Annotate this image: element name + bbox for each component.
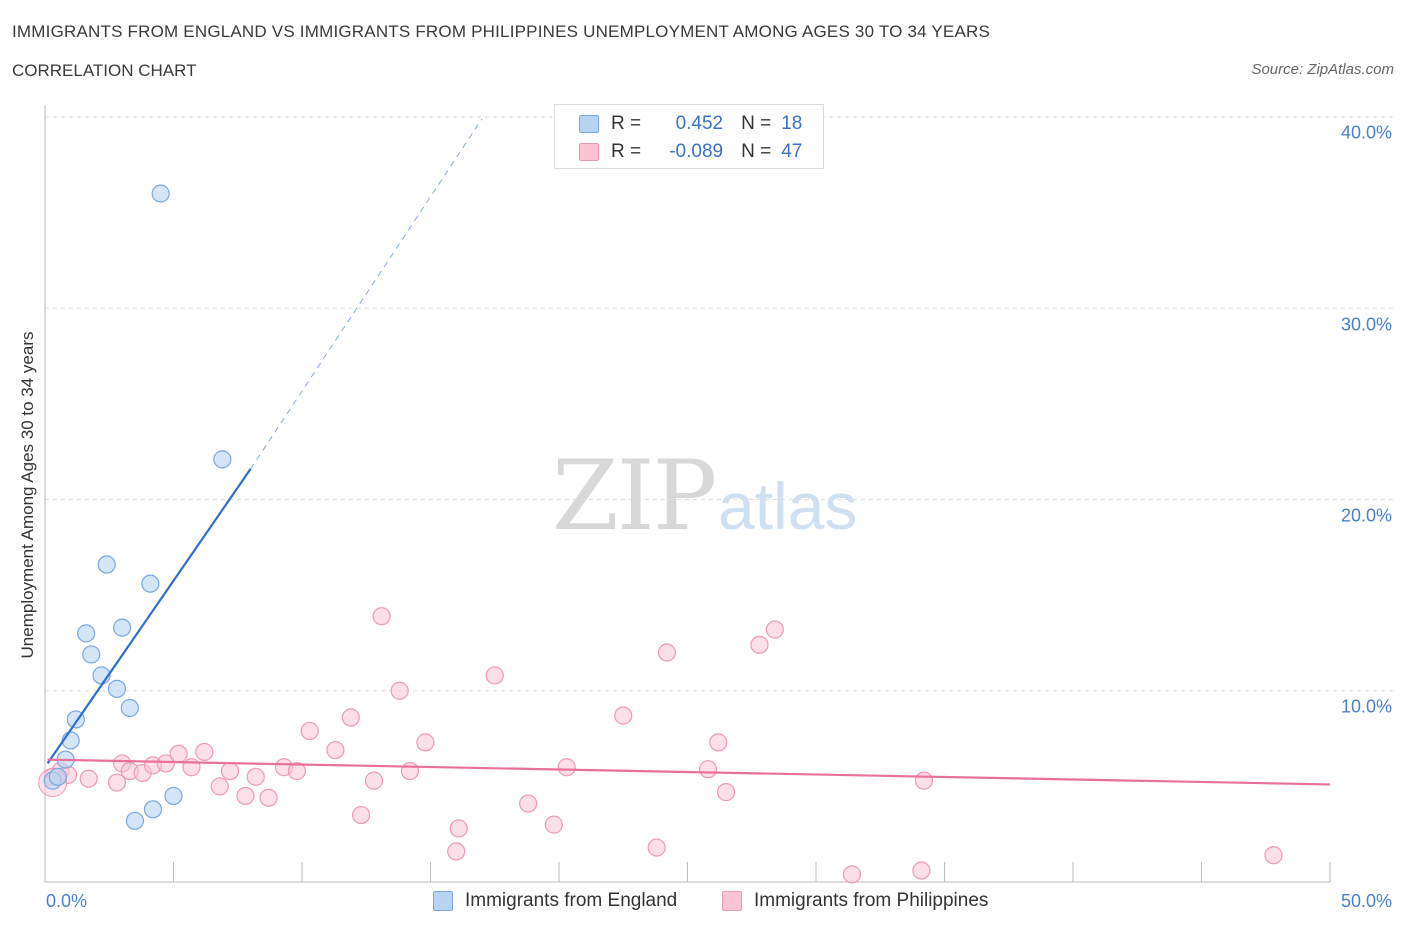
philippines-point: [447, 842, 466, 861]
philippines-point: [416, 733, 435, 752]
philippines-point: [352, 805, 371, 825]
legend-swatch-philippines: [579, 143, 599, 161]
philippines-point: [156, 754, 175, 773]
correlation-legend: R = 0.452 N = 18 R = -0.089 N = 47: [554, 104, 824, 169]
legend-swatch-england: [579, 115, 599, 133]
england-point: [143, 800, 163, 819]
philippines-point: [364, 771, 384, 790]
philippines-point: [220, 761, 240, 781]
y-axis-label: Unemployment Among Ages 30 to 34 years: [18, 331, 37, 659]
philippines-point: [750, 635, 769, 654]
philippines-point: [326, 740, 345, 760]
chart-title: IMMIGRANTS FROM ENGLAND VS IMMIGRANTS FR…: [12, 22, 991, 41]
philippines-point: [647, 838, 666, 857]
philippines-point: [449, 819, 468, 838]
england-point: [61, 731, 80, 750]
philippines-point: [107, 773, 127, 792]
legend-r-value-england: 0.452: [675, 113, 724, 134]
england-point: [151, 184, 170, 203]
legend-r-value-philippines: -0.089: [669, 141, 724, 162]
watermark-atlas: atlas: [718, 469, 858, 543]
philippines-point: [300, 721, 319, 741]
philippines-point: [485, 666, 504, 685]
y-tick-label-30: 30.0%: [1340, 314, 1392, 335]
philippines-point: [557, 758, 576, 777]
philippines-point: [372, 607, 391, 626]
philippines-point: [519, 794, 538, 813]
england-point: [82, 645, 101, 664]
y-tick-label-10: 10.0%: [1340, 696, 1392, 717]
philippines-point: [390, 681, 409, 700]
philippines-point: [765, 620, 784, 639]
england-point: [213, 450, 232, 469]
x-tick-label-min: 0.0%: [46, 891, 88, 911]
philippines-point: [614, 706, 633, 725]
legend-n-label: N =: [741, 141, 772, 162]
legend-n-label: N =: [741, 113, 772, 134]
england-point: [164, 786, 183, 806]
philippines-point: [1264, 846, 1283, 865]
bottom-legend-england: Immigrants from England: [433, 890, 677, 912]
legend-r-label: R =: [611, 141, 642, 162]
england-point: [77, 624, 96, 643]
philippines-point: [912, 861, 931, 880]
philippines-point: [698, 760, 718, 779]
philippines-point: [236, 786, 255, 806]
england-point: [141, 574, 160, 593]
philippines-point: [259, 788, 278, 807]
england-point: [107, 679, 127, 698]
england-point: [125, 811, 145, 830]
watermark-zip: ZIP: [552, 440, 717, 552]
philippines-point: [341, 708, 360, 727]
bottom-legend-swatch-england: [433, 891, 453, 911]
philippines-point: [169, 744, 188, 763]
philippines-point: [657, 643, 677, 662]
philippines-point: [716, 783, 736, 802]
england-point: [48, 767, 67, 786]
legend-r-label: R =: [611, 113, 642, 134]
legend-n-value-england: 18: [781, 113, 803, 134]
legend-n-value-philippines: 47: [781, 141, 803, 162]
philippines-point: [210, 777, 229, 796]
philippines-point: [914, 771, 934, 790]
england-point: [120, 698, 139, 718]
england-point: [112, 618, 132, 637]
chart-source: Source: ZipAtlas.com: [1251, 61, 1394, 78]
bottom-legend-label-england: Immigrants from England: [465, 890, 678, 911]
bottom-legend-philippines: Immigrants from Philippines: [722, 890, 988, 912]
philippines-point: [287, 761, 306, 781]
legend-row-england: R = 0.452 N = 18: [579, 113, 802, 135]
philippines-point: [79, 769, 98, 788]
philippines-point: [709, 733, 728, 752]
legend-row-philippines: R = -0.089 N = 47: [579, 141, 802, 163]
bottom-legend-label-philippines: Immigrants from Philippines: [754, 890, 989, 911]
chart-subtitle: CORRELATION CHART: [12, 61, 197, 80]
bottom-legend-swatch-philippines: [722, 891, 742, 911]
y-tick-label-40: 40.0%: [1340, 122, 1392, 143]
x-tick-label-max: 50.0%: [1340, 891, 1392, 911]
england-trend-extension: [250, 118, 483, 470]
y-tick-label-20: 20.0%: [1340, 505, 1392, 526]
philippines-point: [544, 815, 563, 834]
england-trend-line: [46, 468, 252, 765]
philippines-point: [842, 865, 862, 884]
philippines-point: [195, 742, 214, 762]
philippines-point: [246, 767, 265, 786]
philippines-point: [400, 761, 420, 781]
philippines-trend-line: [47, 758, 1331, 786]
england-point: [97, 555, 116, 574]
